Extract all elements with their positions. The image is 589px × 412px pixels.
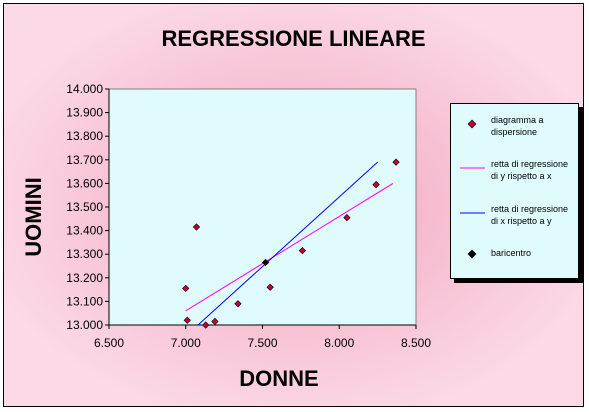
legend-diamond-icon (467, 119, 477, 129)
data-point (234, 300, 242, 308)
data-point (372, 180, 380, 189)
y-tick-label: 14.000 (66, 82, 103, 96)
data-point (298, 247, 307, 255)
chart-area: REGRESSIONE LINEARE UOMINI DONNE 13.000 1… (3, 3, 584, 407)
y-tick-label: 13.600 (66, 176, 103, 190)
chart-title: REGRESSIONE LINEARE (161, 26, 426, 51)
x-tick-label: 7.500 (247, 336, 277, 350)
data-point (202, 321, 210, 329)
scatter-chart: 13.000 13.100 13.200 13.300 13.400 13.500 13.6… (66, 82, 431, 350)
x-axis-title: DONNE (239, 366, 319, 391)
plot-area (108, 88, 417, 326)
y-tick-label: 13.100 (66, 294, 103, 308)
data-point (343, 213, 351, 222)
data-point (182, 284, 190, 293)
x-tick-label: 7.000 (171, 336, 201, 350)
data-point (266, 283, 274, 291)
legend-label: baricentro (491, 248, 532, 258)
x-tick-label: 8.000 (324, 336, 354, 350)
y-tick-label: 13.300 (66, 247, 103, 261)
regression-line (185, 182, 394, 312)
data-point (211, 317, 219, 326)
data-point (392, 158, 400, 166)
legend: diagramma a dispersione retta di regress… (450, 103, 579, 279)
y-tick-label: 13.800 (66, 129, 103, 143)
data-point (192, 223, 201, 231)
legend-item-baricentro: baricentro (451, 247, 578, 261)
legend-item-scatter: diagramma a dispersione (451, 114, 578, 140)
y-tick-label: 13.400 (66, 224, 103, 238)
legend-label: retta di regressione di x rispetto a y (491, 204, 569, 226)
y-tick-label: 13.500 (66, 200, 103, 214)
legend-label: diagramma a dispersione (491, 115, 544, 137)
y-tick-label: 13.000 (66, 318, 103, 332)
y-tick-label: 13.700 (66, 153, 103, 167)
legend-item-x-on-y: retta di regressione di x rispetto a y (451, 203, 578, 229)
legend-line-icon (460, 212, 485, 214)
legend-label: retta di regressione di y rispetto a x (491, 159, 569, 181)
legend-diamond-icon (467, 249, 477, 259)
y-tick-label: 13.900 (66, 106, 103, 120)
y-tick-label: 13.200 (66, 271, 103, 285)
x-tick-label: 8.500 (401, 336, 431, 350)
regression-line (197, 161, 378, 326)
legend-line-icon (460, 167, 485, 169)
x-tick-label: 6.500 (94, 336, 124, 350)
legend-item-y-on-x: retta di regressione di y rispetto a x (451, 158, 578, 184)
data-point (183, 316, 191, 324)
baricentro-point (261, 258, 270, 267)
